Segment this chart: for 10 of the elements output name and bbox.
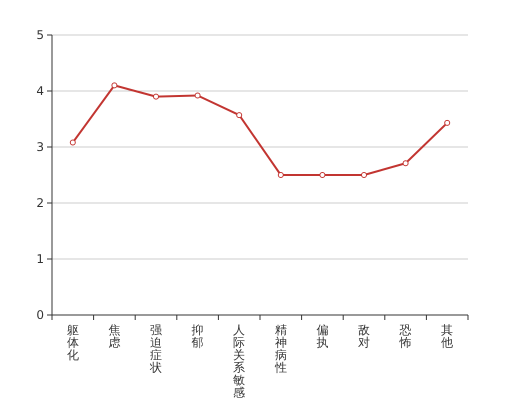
point — [236, 112, 242, 118]
point — [361, 172, 367, 178]
point — [70, 140, 76, 146]
point — [278, 172, 284, 178]
point — [153, 94, 159, 100]
point — [444, 120, 450, 126]
point — [111, 82, 118, 88]
point — [319, 172, 326, 178]
point — [194, 92, 201, 98]
point — [402, 160, 409, 166]
